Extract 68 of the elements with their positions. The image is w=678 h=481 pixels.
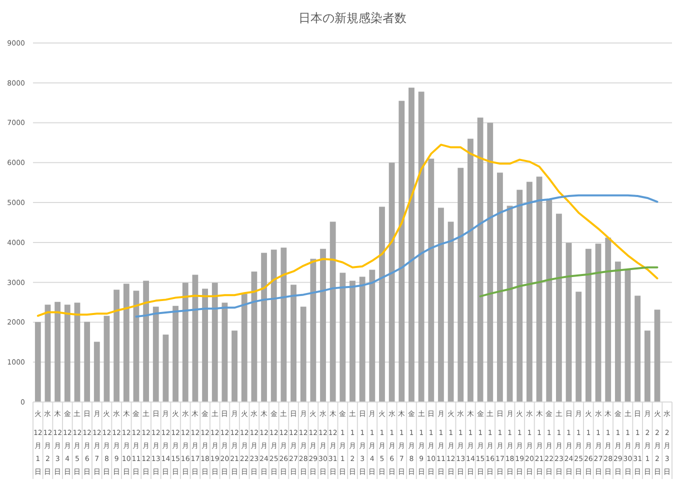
bar xyxy=(320,248,326,402)
bar xyxy=(172,306,178,402)
bar xyxy=(290,284,296,402)
bar xyxy=(310,258,316,402)
line-series xyxy=(36,144,658,317)
bar xyxy=(516,190,523,402)
bar xyxy=(624,270,631,402)
bar xyxy=(114,290,120,402)
bar xyxy=(202,288,208,402)
bar xyxy=(350,280,356,402)
bar xyxy=(566,242,572,402)
bar xyxy=(369,270,376,402)
bar xyxy=(438,208,444,402)
bar xyxy=(526,182,532,402)
bar xyxy=(104,316,110,402)
bar xyxy=(388,162,395,402)
bar xyxy=(585,248,592,402)
bar xyxy=(497,172,503,402)
bar xyxy=(64,304,70,402)
bar xyxy=(506,206,513,402)
bar xyxy=(654,310,660,402)
bar xyxy=(182,282,188,402)
bar xyxy=(546,200,552,402)
bar xyxy=(123,284,130,402)
bar xyxy=(634,296,641,402)
bar xyxy=(152,306,159,402)
bar xyxy=(477,118,484,402)
bar xyxy=(644,330,650,402)
bar xyxy=(398,100,405,402)
bar xyxy=(605,238,612,402)
bar xyxy=(614,262,621,402)
bar xyxy=(192,274,198,402)
bar xyxy=(418,92,424,402)
bar xyxy=(300,306,306,402)
bar xyxy=(468,138,474,402)
chart-title: 日本の新規感染者数 xyxy=(298,11,406,25)
bar xyxy=(261,252,267,402)
bar xyxy=(34,322,41,402)
bar xyxy=(359,276,366,402)
bar xyxy=(379,206,385,402)
bar xyxy=(212,282,218,402)
bar xyxy=(162,334,169,402)
bar xyxy=(94,342,100,402)
bar xyxy=(232,330,238,402)
bar xyxy=(487,122,494,402)
bar xyxy=(556,214,562,402)
bar xyxy=(222,302,228,402)
bar xyxy=(458,168,464,402)
bar xyxy=(448,222,454,402)
bar xyxy=(84,322,90,402)
bar xyxy=(251,272,258,402)
bar xyxy=(143,280,150,402)
bar xyxy=(241,294,248,402)
bar xyxy=(270,250,277,402)
bar xyxy=(595,244,602,402)
bar xyxy=(408,88,414,402)
bar xyxy=(280,248,287,402)
bar xyxy=(340,272,346,402)
bar xyxy=(133,290,140,402)
bar xyxy=(74,302,80,402)
bar xyxy=(576,292,582,402)
bar xyxy=(536,176,542,402)
bar xyxy=(54,302,61,402)
line-series xyxy=(135,194,658,318)
bar xyxy=(44,304,51,402)
bar xyxy=(428,158,434,402)
line-series xyxy=(479,266,658,298)
bar xyxy=(330,222,336,402)
